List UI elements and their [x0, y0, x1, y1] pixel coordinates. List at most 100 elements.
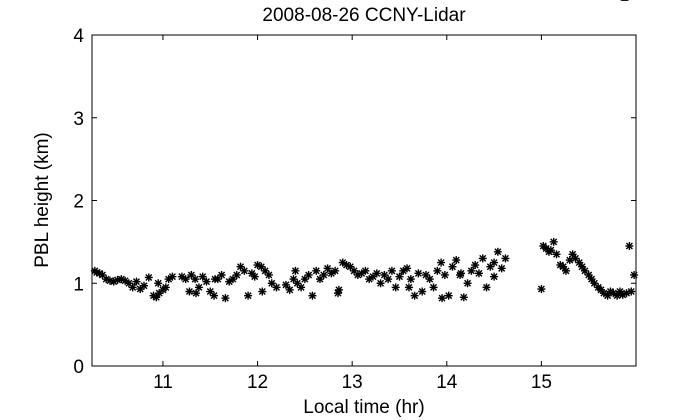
data-point	[474, 269, 483, 278]
data-point	[403, 264, 412, 273]
data-point	[258, 287, 267, 296]
data-point	[421, 270, 430, 279]
data-point	[587, 275, 596, 284]
data-point	[438, 294, 447, 303]
data-point	[308, 291, 317, 300]
data-point	[152, 293, 161, 302]
data-point	[578, 262, 587, 271]
data-point	[549, 237, 558, 246]
data-point	[561, 266, 570, 275]
y-tick-label: 0	[73, 357, 84, 378]
data-point	[630, 270, 639, 279]
x-tick-label: 11	[153, 372, 173, 393]
data-point	[584, 270, 593, 279]
data-point	[372, 269, 381, 278]
data-point	[568, 250, 577, 259]
data-point	[575, 258, 584, 267]
y-tick-label: 3	[73, 109, 84, 130]
y-tick-label: 2	[73, 192, 84, 213]
data-point	[198, 272, 207, 281]
data-point	[384, 275, 393, 284]
data-point	[202, 277, 211, 286]
y-tick-label: 4	[73, 26, 84, 47]
data-point	[192, 289, 201, 298]
data-point	[418, 287, 427, 296]
data-point	[395, 272, 404, 281]
data-point	[240, 266, 249, 275]
data-point	[257, 262, 266, 271]
data-point	[181, 275, 190, 284]
data-point	[210, 275, 219, 284]
data-point	[323, 264, 332, 273]
data-point	[404, 283, 413, 292]
data-point	[164, 275, 173, 284]
x-tick-label: 12	[247, 372, 268, 393]
data-point	[471, 261, 480, 270]
x-axis-label: Local time (hr)	[303, 397, 424, 418]
data-point	[291, 266, 300, 275]
data-point	[497, 264, 506, 273]
data-point	[537, 285, 546, 294]
x-tick-label: 15	[531, 372, 552, 393]
data-point	[410, 291, 419, 300]
data-point	[501, 254, 510, 263]
data-point	[361, 266, 370, 275]
data-point	[546, 246, 555, 255]
data-point	[406, 275, 415, 284]
data-point	[210, 291, 219, 300]
plot-area	[91, 34, 637, 367]
chart-title: 2008-08-26 CCNY-Lidar	[262, 5, 466, 26]
data-point	[304, 270, 313, 279]
data-point	[425, 275, 434, 284]
data-point	[459, 293, 468, 302]
data-point	[140, 281, 149, 290]
data-point	[285, 285, 294, 294]
data-point	[429, 283, 438, 292]
y-axis-label: PBL height (km)	[32, 132, 53, 268]
data-point	[559, 262, 568, 271]
data-point	[467, 266, 476, 275]
data-point	[144, 273, 153, 282]
data-point	[132, 277, 141, 286]
data-point	[391, 283, 400, 292]
data-point	[312, 266, 321, 275]
data-point	[590, 279, 599, 288]
data-point	[627, 287, 636, 296]
x-tick-label: 14	[436, 372, 458, 393]
data-point	[281, 280, 290, 289]
data-point	[490, 258, 499, 267]
data-point	[154, 279, 163, 288]
data-point	[319, 270, 328, 279]
data-point	[272, 283, 281, 292]
data-point	[185, 287, 194, 296]
data-point	[444, 291, 453, 300]
data-point	[490, 272, 499, 281]
data-point	[297, 283, 306, 292]
data-point	[264, 270, 273, 279]
data-point	[376, 279, 385, 288]
data-point	[448, 262, 457, 271]
data-point	[250, 272, 259, 281]
data-point	[331, 266, 340, 275]
data-point	[387, 266, 396, 275]
data-point	[232, 270, 241, 279]
data-point	[433, 266, 442, 275]
data-point	[452, 256, 461, 265]
data-point	[456, 269, 465, 278]
data-point	[478, 254, 487, 263]
data-point	[244, 291, 253, 300]
data-point	[552, 250, 561, 259]
data-point	[128, 283, 137, 292]
data-point	[493, 247, 502, 256]
data-point	[191, 275, 200, 284]
x-tick-label: 13	[342, 372, 363, 393]
data-point	[482, 283, 491, 292]
data-point	[217, 270, 226, 279]
data-point	[161, 283, 170, 292]
data-point	[289, 275, 298, 284]
data-point	[333, 289, 342, 298]
data-point	[625, 242, 634, 251]
data-point	[168, 272, 177, 281]
data-point	[228, 275, 237, 284]
